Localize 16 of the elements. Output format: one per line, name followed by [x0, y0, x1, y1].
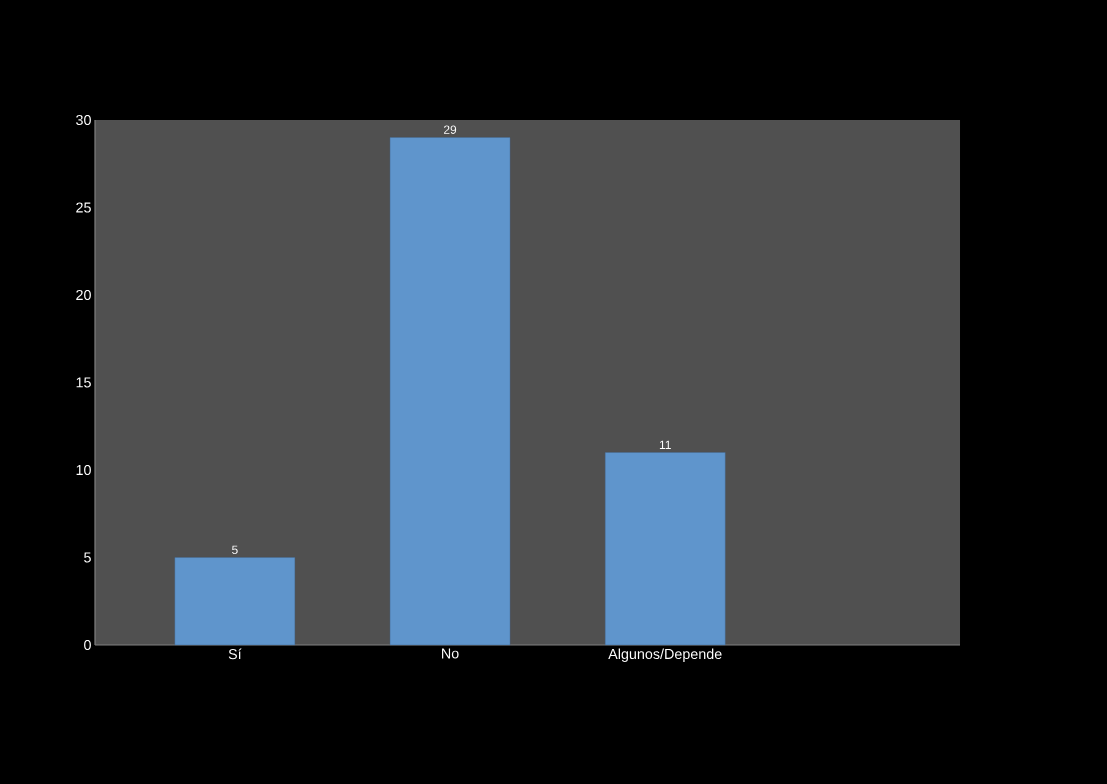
data-label: 11: [659, 440, 671, 449]
x-tick-label: No: [442, 648, 459, 659]
y-tick-label: 25: [76, 202, 91, 213]
y-tick-label: 0: [84, 639, 91, 651]
x-tick-label: Sí: [228, 648, 242, 660]
y-tick-label: 5: [84, 552, 91, 563]
y-tick-label: 15: [76, 377, 91, 388]
x-tick-label: Algunos/Depende: [608, 648, 722, 662]
y-tick-label: 30: [76, 114, 91, 126]
bar: [389, 137, 511, 646]
y-tick-label: 20: [76, 289, 91, 301]
data-label: 29: [443, 125, 457, 134]
data-label: 5: [232, 545, 238, 554]
bar: [174, 557, 296, 646]
bar: [605, 452, 726, 646]
y-tick-label: 10: [76, 464, 91, 476]
